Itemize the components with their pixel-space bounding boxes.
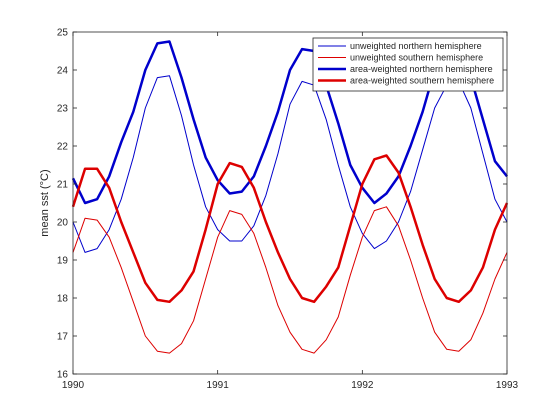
series-line-1 [72,75,508,253]
x-tick-label: 1992 [351,380,374,391]
tick-layer: 1990 1991 1992 1993 16 17 18 19 20 21 22 23 24 25 [57,28,519,392]
legend-items: unweighted northern hemisphere unweighted… [318,41,494,86]
y-tick-label: 23 [57,104,69,115]
series-line-2 [72,206,508,354]
legend-label-4: area-weighted southern hemisphere [350,76,494,86]
y-tick-label: 17 [57,332,69,343]
legend-box [312,37,504,92]
legend-label-3: area-weighted northern hemisphere [350,64,493,74]
x-tick-label: 1991 [207,380,230,391]
x-tick-label: 1993 [496,380,519,391]
y-tick-label: 22 [57,142,69,153]
y-tick-label: 16 [57,370,69,381]
y-tick-label: 21 [57,180,69,191]
axes-box [72,31,508,375]
y-tick-label: 24 [57,66,69,77]
y-tick-label: 19 [57,256,69,267]
x-tick-label: 1990 [62,380,85,391]
axes-layer [72,31,508,375]
y-tick-label: 20 [57,218,69,229]
legend-label-2: unweighted southern hemisphere [350,53,483,63]
y-axis-label: mean sst (°C) [39,169,51,236]
y-tick-label: 25 [57,28,69,39]
legend: unweighted northern hemisphere unweighted… [312,37,504,92]
y-tick-label: 18 [57,294,69,305]
legend-label-1: unweighted northern hemisphere [350,41,482,51]
series-line-4 [71,154,509,304]
